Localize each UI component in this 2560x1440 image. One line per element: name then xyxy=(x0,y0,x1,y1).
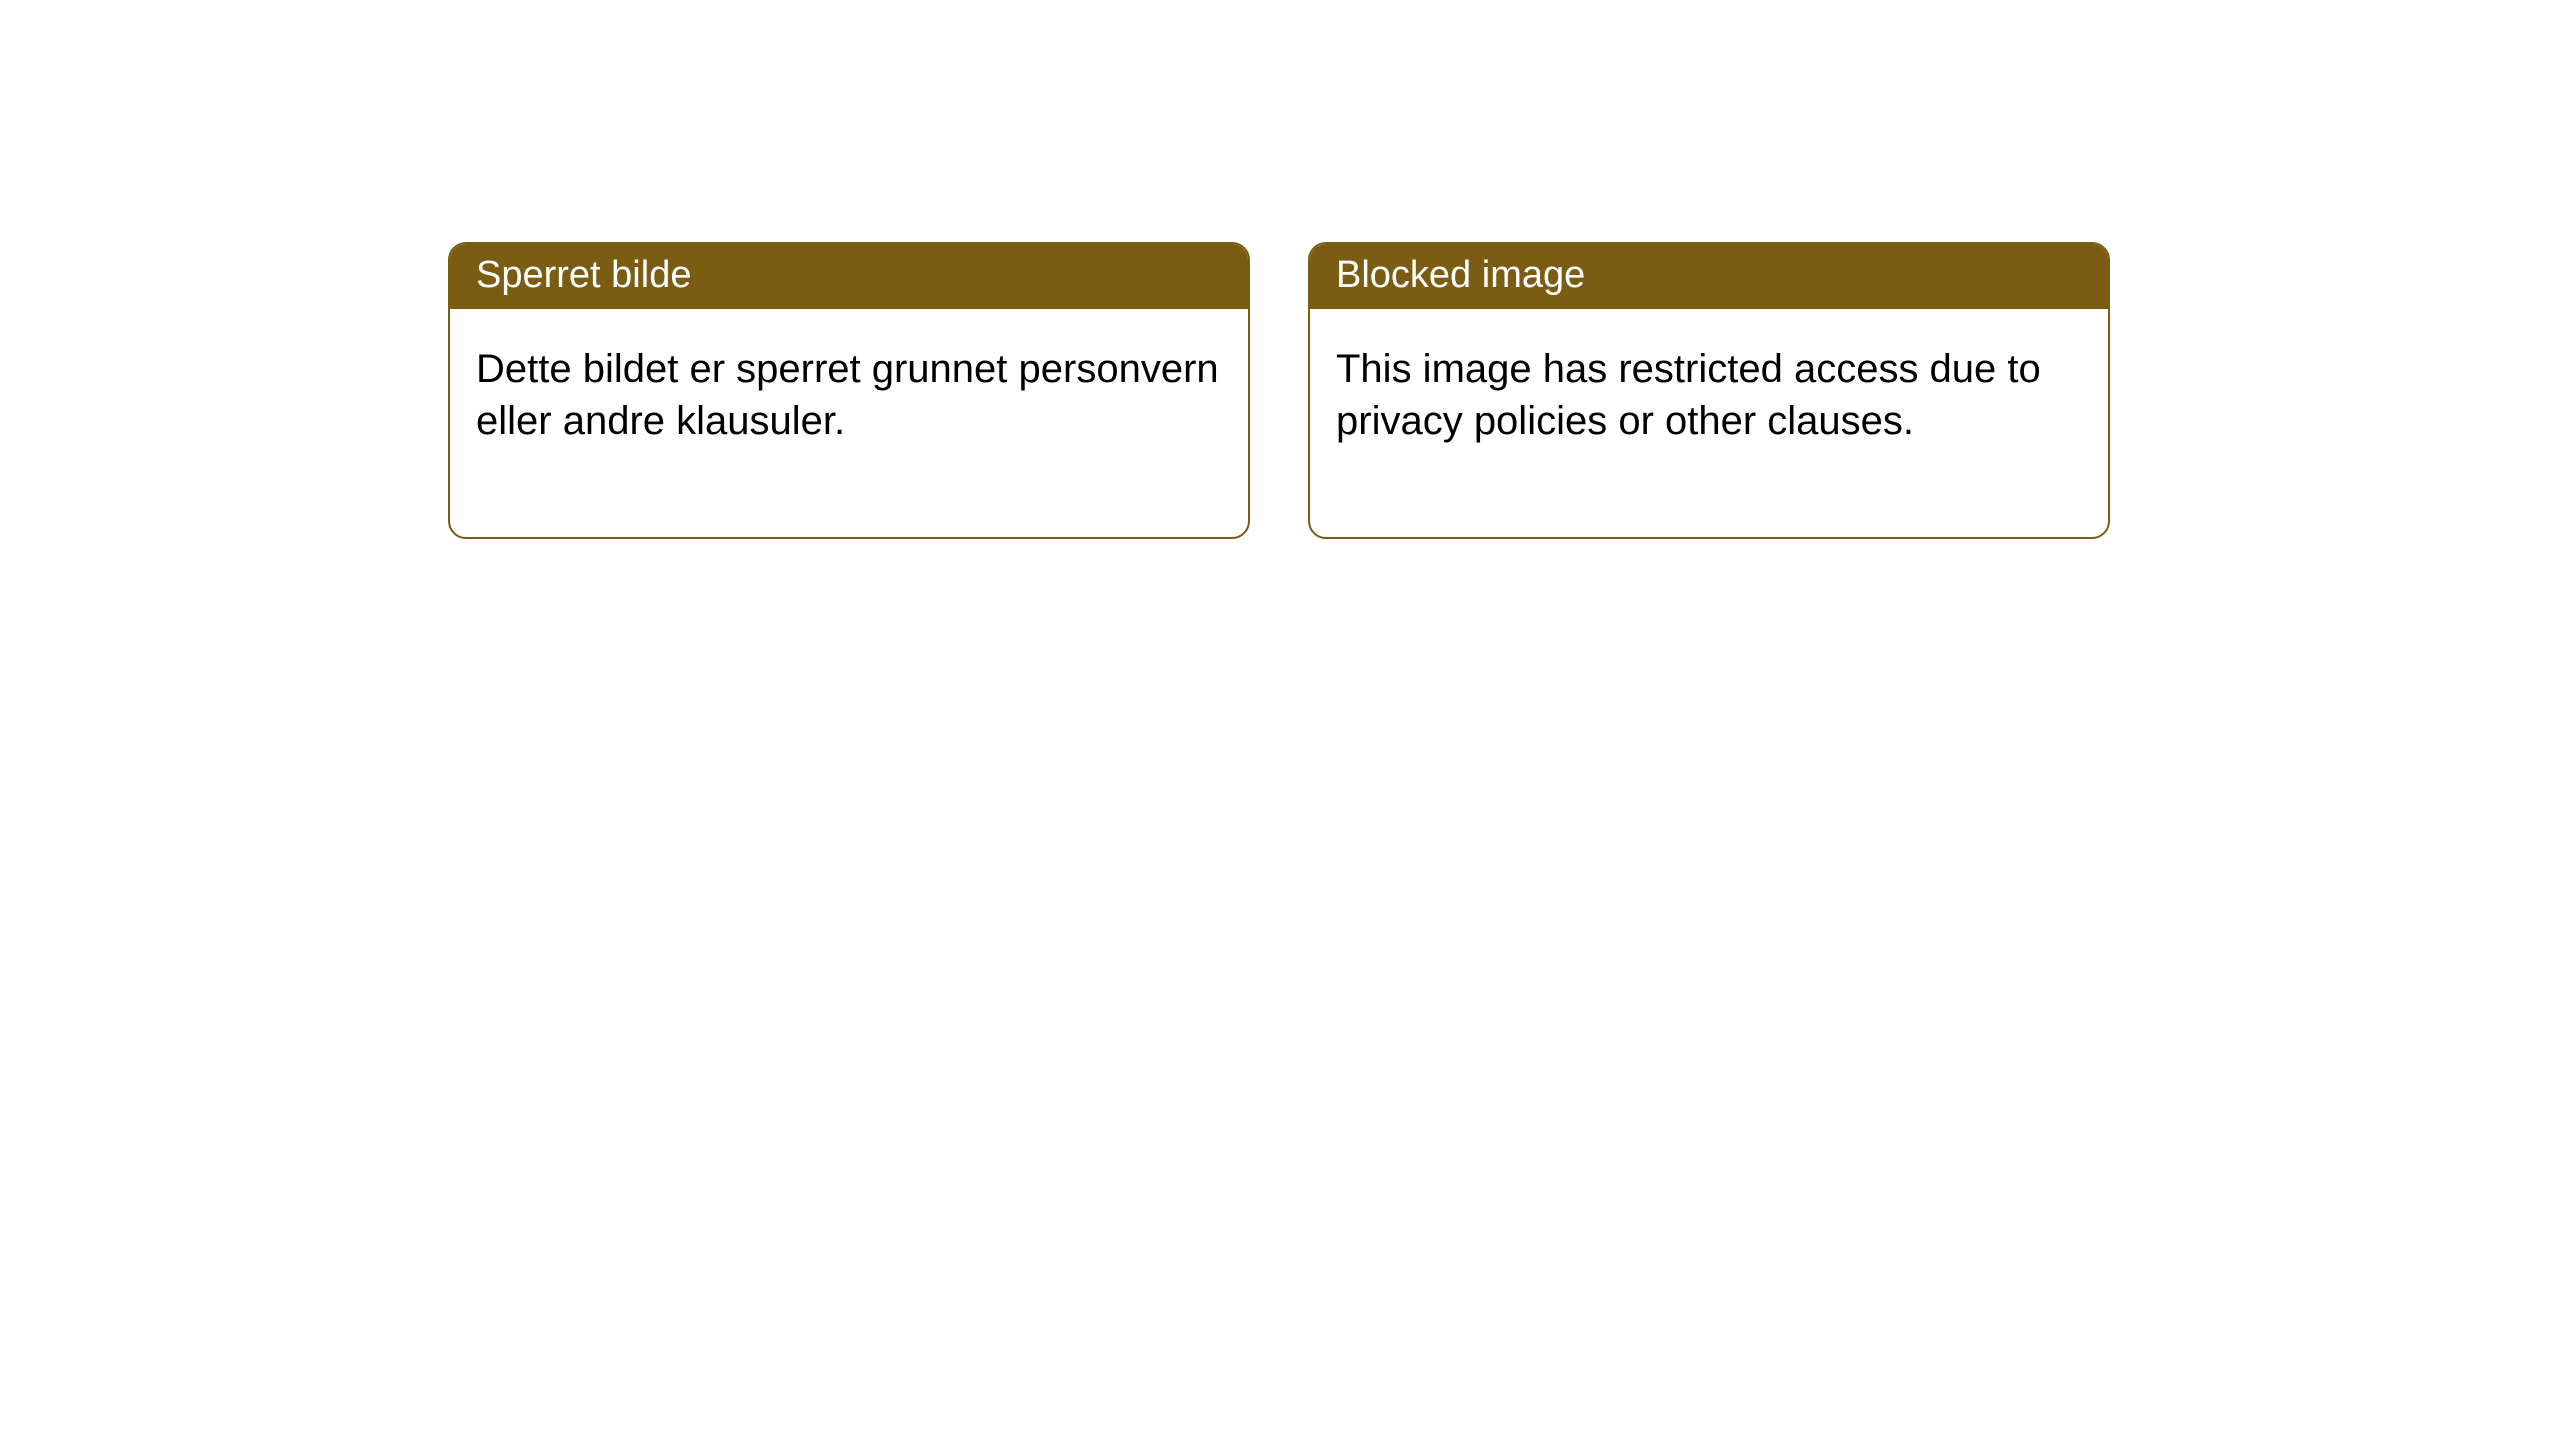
notice-title-english: Blocked image xyxy=(1310,244,2108,309)
notice-title-norwegian: Sperret bilde xyxy=(450,244,1248,309)
notice-body-english: This image has restricted access due to … xyxy=(1310,309,2108,537)
notice-card-english: Blocked image This image has restricted … xyxy=(1308,242,2110,539)
notice-body-norwegian: Dette bildet er sperret grunnet personve… xyxy=(450,309,1248,537)
notice-card-norwegian: Sperret bilde Dette bildet er sperret gr… xyxy=(448,242,1250,539)
notices-container: Sperret bilde Dette bildet er sperret gr… xyxy=(0,0,2560,539)
